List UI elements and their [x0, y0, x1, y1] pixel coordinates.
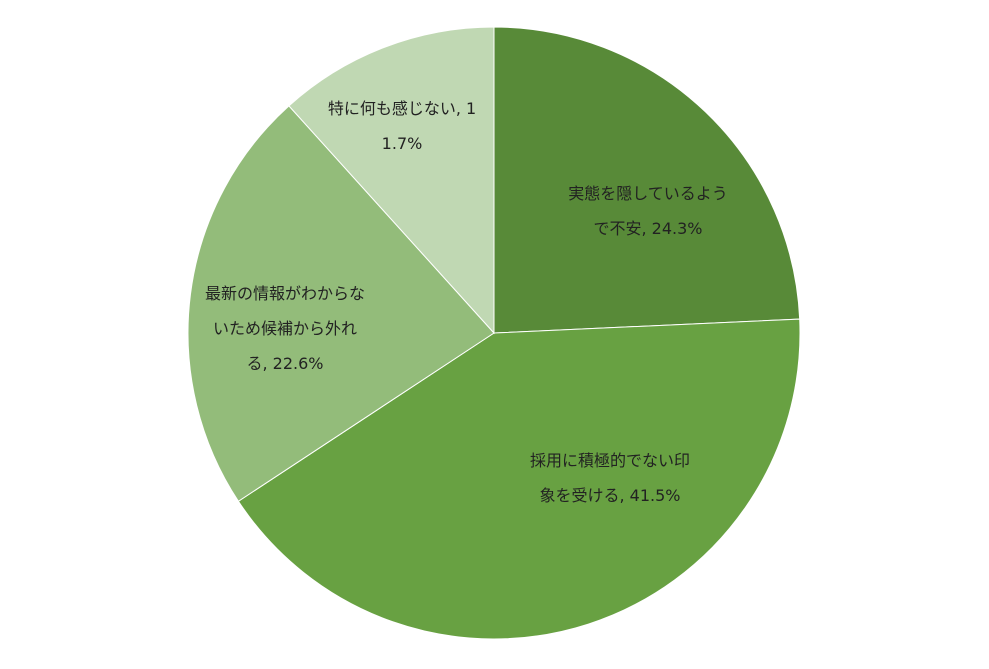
- category-label: 特に何も感じない,: [327, 99, 461, 118]
- category-label: 最新の情報がわからないため候補から外れる,: [205, 284, 366, 373]
- category-label: 採用に積極的でない印象を受ける,: [530, 451, 691, 505]
- pie-slice: [493, 26, 801, 334]
- slice-label: 採用に積極的でない印象を受ける, 41.5%: [530, 443, 690, 513]
- category-label: 実態を隠しているようで不安,: [568, 184, 728, 238]
- value-label: 24.3%: [651, 219, 703, 238]
- slice-label: 実態を隠しているようで不安, 24.3%: [568, 176, 728, 246]
- pie-slice: [187, 105, 495, 502]
- value-label: 22.6%: [272, 354, 324, 373]
- value-label: 11.7%: [381, 99, 477, 153]
- slice-label: 最新の情報がわからないため候補から外れる, 22.6%: [205, 276, 365, 381]
- slice-label: 特に何も感じない, 11.7%: [322, 91, 482, 161]
- pie-slice: [237, 318, 801, 640]
- pie-slice: [288, 26, 495, 335]
- value-label: 41.5%: [629, 486, 681, 505]
